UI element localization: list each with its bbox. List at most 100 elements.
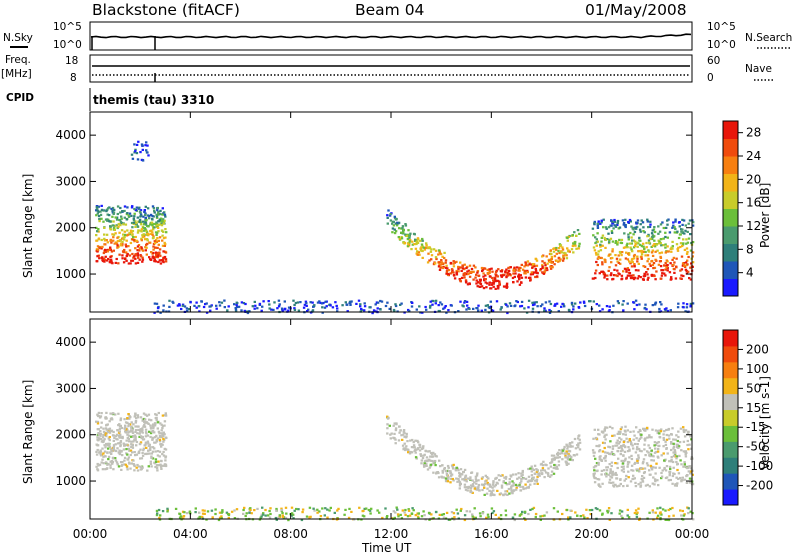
power-echo-cell	[680, 268, 684, 271]
velocity-echo-cell	[220, 511, 223, 514]
velocity-echo-cell	[425, 462, 428, 465]
power-echo-cell	[627, 252, 630, 255]
power-echo-cell	[519, 274, 522, 277]
velocity-echo-cell	[290, 512, 294, 515]
velocity-echo-cell	[124, 424, 127, 427]
power-echo-cell	[461, 265, 464, 268]
velocity-echo-cell	[600, 473, 603, 476]
velocity-echo-cell	[644, 427, 647, 430]
power-echo-cell	[450, 304, 453, 307]
power-echo-cell	[141, 260, 144, 263]
velocity-echo-cell	[220, 515, 223, 518]
power-echo-cell	[164, 228, 167, 231]
power-echo-cell	[388, 214, 392, 217]
velocity-echo-cell	[682, 465, 685, 468]
velocity-echo-cell	[159, 422, 162, 425]
velocity-echo-cell	[622, 467, 625, 470]
velocity-echo-cell	[292, 513, 295, 516]
power-echo-cell	[124, 243, 127, 246]
power-echo-cell	[123, 209, 126, 213]
velocity-echo-cell	[654, 447, 657, 450]
velocity-echo-cell	[146, 440, 150, 443]
velocity-echo-cell	[641, 462, 645, 465]
power-echo-cell	[96, 245, 100, 248]
power-echo-cell	[489, 300, 492, 303]
velocity-echo-cell	[469, 478, 472, 481]
velocity-echo-cell	[567, 453, 570, 456]
power-echo-cell	[401, 225, 405, 228]
velocity-echo-cell	[567, 454, 570, 457]
power-echo-cell	[363, 305, 367, 308]
velocity-echo-cell	[102, 433, 105, 437]
velocity-echo-cell	[404, 447, 407, 450]
power-echo-cell	[156, 254, 160, 257]
power-echo-cell	[495, 269, 498, 272]
velocity-echo-cell	[96, 469, 100, 472]
velocity-echo-cell	[104, 468, 107, 471]
power-echo-cell	[96, 260, 99, 263]
noise-tick-right-bottom: 10^0	[707, 39, 736, 51]
velocity-echo-cell	[429, 459, 432, 462]
power-echo-cell	[142, 215, 145, 218]
velocity-echo-cell	[565, 508, 569, 512]
velocity-echo-cell	[616, 432, 619, 435]
power-echo-cell	[543, 307, 546, 310]
power-echo-cell	[395, 217, 398, 221]
power-echo-cell	[421, 311, 424, 314]
velocity-echo-cell	[646, 464, 650, 467]
power-echo-cell	[622, 246, 626, 249]
velocity-echo-cell	[667, 434, 671, 437]
velocity-echo-cell	[636, 461, 639, 464]
velocity-echo-cell	[679, 476, 682, 480]
velocity-echo-cell	[610, 461, 614, 464]
power-echo-cell	[630, 236, 633, 239]
velocity-echo-cell	[672, 466, 675, 469]
velocity-echo-cell	[651, 511, 655, 514]
velocity-echo-cell	[485, 516, 488, 519]
power-echo-cell	[110, 207, 113, 211]
power-echo-cell	[553, 247, 556, 250]
velocity-echo-cell	[630, 443, 633, 446]
power-echo-cell	[533, 271, 537, 274]
power-echo-cell	[592, 300, 595, 303]
power-echo-cell	[658, 307, 661, 311]
power-echo-cell	[610, 261, 613, 264]
power-echo-cell	[96, 212, 99, 215]
velocity-echo-cell	[129, 430, 133, 433]
velocity-echo-cell	[484, 480, 487, 483]
velocity-echo-cell	[161, 453, 164, 456]
velocity-echo-cell	[541, 469, 545, 472]
velocity-echo-cell	[305, 515, 309, 518]
velocity-echo-cell	[683, 461, 686, 464]
power-echo-cell	[513, 305, 516, 308]
power-echo-cell	[647, 226, 650, 229]
velocity-echo-cell	[158, 455, 161, 458]
velocity-echo-cell	[616, 450, 620, 453]
power-echo-cell	[573, 243, 577, 246]
velocity-echo-cell	[598, 449, 602, 452]
velocity-echo-cell	[649, 464, 652, 467]
velocity-echo-cell	[312, 507, 315, 510]
power-echo-cell	[157, 260, 160, 264]
power-echo-cell	[642, 250, 645, 253]
power-echo-cell	[638, 228, 642, 231]
power-echo-cell	[460, 276, 464, 279]
velocity-echo-cell	[139, 430, 142, 433]
power-echo-cell	[534, 258, 538, 261]
power-echo-cell	[154, 260, 157, 263]
velocity-echo-cell	[677, 435, 680, 439]
velocity-echo-cell	[125, 465, 129, 468]
velocity-echo-cell	[609, 481, 613, 484]
velocity-echo-cell	[159, 435, 162, 439]
velocity-echo-cell	[333, 511, 336, 514]
velocity-echo-cell	[660, 471, 663, 475]
power-echo-cell	[518, 269, 521, 272]
power-echo-cell	[670, 278, 673, 281]
velocity-echo-cell	[565, 450, 568, 453]
power-echo-cell	[595, 303, 598, 306]
power-echo-cell	[116, 239, 120, 243]
power-echo-cell	[120, 222, 123, 225]
velocity-echo-cell	[163, 424, 166, 427]
velocity-echo-cell	[577, 437, 580, 440]
power-echo-cell	[683, 232, 686, 235]
